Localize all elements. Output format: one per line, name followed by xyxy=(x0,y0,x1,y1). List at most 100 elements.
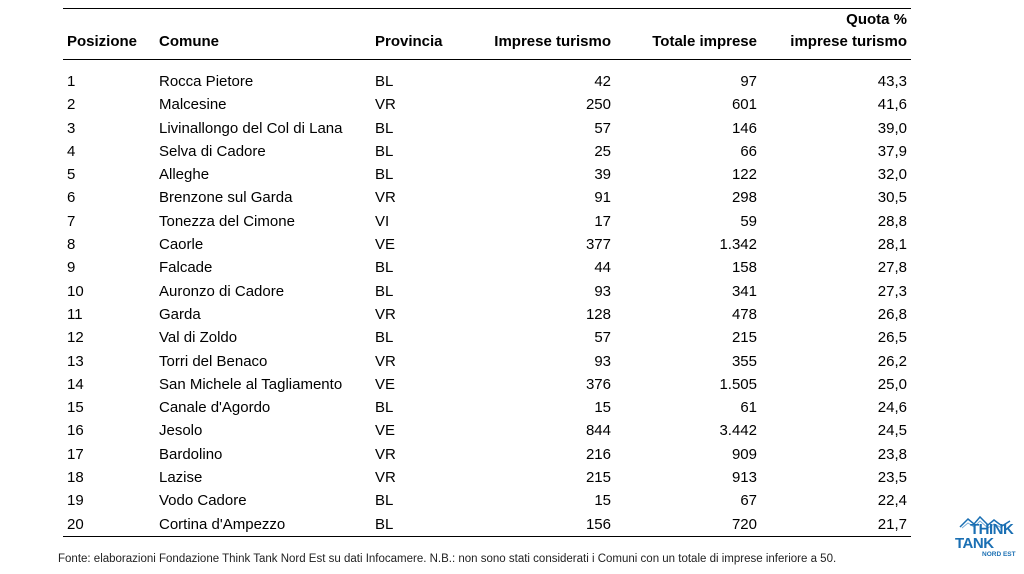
logo-line3: NORD EST xyxy=(982,551,1016,558)
cell-provincia: VE xyxy=(375,236,396,254)
cell-comune: Bardolino xyxy=(159,445,223,463)
cell-totale-imprese: 158 xyxy=(731,259,757,277)
cell-imprese-turismo: 250 xyxy=(585,96,611,114)
mountains-icon xyxy=(959,515,1011,529)
cell-totale-imprese: 1.505 xyxy=(719,375,757,393)
cell-comune: Alleghe xyxy=(159,166,210,184)
table-row: 13 Torri del Benaco VR 93 355 26,2 xyxy=(63,350,911,373)
table-row: 7 Tonezza del Cimone VI 17 59 28,8 xyxy=(63,210,911,233)
cell-totale-imprese: 67 xyxy=(740,492,757,510)
cell-imprese-turismo: 91 xyxy=(594,189,611,207)
cell-provincia: VR xyxy=(375,96,396,114)
logo-line2: TANK xyxy=(955,535,994,552)
table-row: 9 Falcade BL 44 158 27,8 xyxy=(63,256,911,279)
cell-totale-imprese: 97 xyxy=(740,73,757,90)
cell-totale-imprese: 913 xyxy=(731,469,757,487)
cell-provincia: VR xyxy=(375,469,396,487)
cell-quota: 26,5 xyxy=(877,329,907,347)
cell-posizione: 8 xyxy=(67,236,76,254)
table-row: 18 Lazise VR 215 913 23,5 xyxy=(63,466,911,489)
table-row: 20 Cortina d'Ampezzo BL 156 720 21,7 xyxy=(63,512,911,537)
cell-totale-imprese: 146 xyxy=(731,119,757,137)
cell-quota: 28,8 xyxy=(877,212,907,230)
cell-imprese-turismo: 93 xyxy=(594,352,611,370)
cell-provincia: BL xyxy=(375,73,394,90)
cell-posizione: 18 xyxy=(67,469,84,487)
header-imprese-turismo: Imprese turismo xyxy=(475,8,615,60)
table-row: 15 Canale d'Agordo BL 15 61 24,6 xyxy=(63,396,911,419)
cell-comune: Cortina d'Ampezzo xyxy=(155,512,371,537)
cell-posizione: 3 xyxy=(67,119,76,137)
cell-quota: 28,1 xyxy=(877,236,907,254)
cell-posizione: 6 xyxy=(67,189,76,207)
cell-imprese-turismo: 39 xyxy=(594,166,611,184)
table-header-row: Posizione Comune Provincia Imprese turis… xyxy=(63,8,911,60)
cell-provincia: BL xyxy=(375,166,394,184)
cell-provincia: BL xyxy=(375,282,394,300)
cell-provincia: VI xyxy=(375,212,390,230)
cell-provincia: BL xyxy=(375,119,394,137)
table-row: 5 Alleghe BL 39 122 32,0 xyxy=(63,163,911,186)
cell-totale-imprese: 122 xyxy=(731,166,757,184)
cell-totale-imprese: 3.442 xyxy=(719,422,757,440)
cell-totale-imprese: 478 xyxy=(731,305,757,323)
cell-imprese-turismo: 93 xyxy=(594,282,611,300)
cell-provincia: VE xyxy=(375,375,396,393)
cell-imprese-turismo: 15 xyxy=(594,399,611,417)
cell-quota: 37,9 xyxy=(877,142,907,160)
cell-comune: Auronzo di Cadore xyxy=(159,282,285,300)
table-row: 6 Brenzone sul Garda VR 91 298 30,5 xyxy=(63,186,911,209)
header-totale-imprese: Totale imprese xyxy=(615,8,761,60)
cell-imprese-turismo: 128 xyxy=(585,305,611,323)
table-row: 8 Caorle VE 377 1.342 28,1 xyxy=(63,233,911,256)
cell-imprese-turismo: 376 xyxy=(585,375,611,393)
cell-quota: 24,5 xyxy=(877,422,907,440)
table-row: 14 San Michele al Tagliamento VE 376 1.505 25… xyxy=(63,373,911,396)
cell-imprese-turismo: 216 xyxy=(585,445,611,463)
cell-provincia: BL xyxy=(375,329,394,347)
cell-totale-imprese: 909 xyxy=(731,445,757,463)
cell-comune: Lazise xyxy=(159,469,203,487)
cell-posizione: 9 xyxy=(67,259,76,277)
header-quota-line1: Quota % xyxy=(846,11,907,28)
cell-comune: Tonezza del Cimone xyxy=(159,212,295,230)
cell-quota: 30,5 xyxy=(877,189,907,207)
header-comune: Comune xyxy=(155,8,371,60)
header-quota: Quota % imprese turismo xyxy=(761,8,911,60)
cell-posizione: 1 xyxy=(67,73,76,90)
cell-quota: 43,3 xyxy=(877,73,907,90)
cell-imprese-turismo: 42 xyxy=(594,73,611,90)
cell-comune: Livinallongo del Col di Lana xyxy=(159,119,343,137)
table-row: 11 Garda VR 128 478 26,8 xyxy=(63,303,911,326)
cell-comune: Selva di Cadore xyxy=(159,142,266,160)
cell-totale-imprese: 59 xyxy=(740,212,757,230)
cell-totale-imprese: 601 xyxy=(731,96,757,114)
table-row: 2 Malcesine VR 250 601 41,6 xyxy=(63,93,911,116)
cell-imprese-turismo: 57 xyxy=(594,329,611,347)
cell-comune: Jesolo xyxy=(159,422,203,440)
cell-comune: Falcade xyxy=(159,259,213,277)
cell-quota: 22,4 xyxy=(877,492,907,510)
header-quota-line2: imprese turismo xyxy=(790,33,907,50)
cell-provincia: VR xyxy=(375,445,396,463)
cell-totale-imprese: 298 xyxy=(731,189,757,207)
cell-comune: Caorle xyxy=(159,236,204,254)
cell-quota: 21,7 xyxy=(761,512,911,537)
cell-quota: 39,0 xyxy=(877,119,907,137)
cell-imprese-turismo: 15 xyxy=(594,492,611,510)
ranking-table-container: Posizione Comune Provincia Imprese turis… xyxy=(63,8,911,537)
table-row: 12 Val di Zoldo BL 57 215 26,5 xyxy=(63,326,911,349)
cell-quota: 27,3 xyxy=(877,282,907,300)
table-row: 1 Rocca Pietore BL 42 97 43,3 xyxy=(63,70,911,93)
cell-comune: Garda xyxy=(159,305,201,323)
cell-imprese-turismo: 44 xyxy=(594,259,611,277)
cell-comune: Brenzone sul Garda xyxy=(159,189,293,207)
table-row: 3 Livinallongo del Col di Lana BL 57 146 39,0 xyxy=(63,117,911,140)
cell-posizione: 4 xyxy=(67,142,76,160)
cell-provincia: VE xyxy=(375,422,396,440)
cell-imprese-turismo: 17 xyxy=(594,212,611,230)
cell-comune: San Michele al Tagliamento xyxy=(159,375,343,393)
cell-quota: 23,5 xyxy=(877,469,907,487)
cell-posizione: 7 xyxy=(67,212,76,230)
cell-provincia: VR xyxy=(375,305,396,323)
